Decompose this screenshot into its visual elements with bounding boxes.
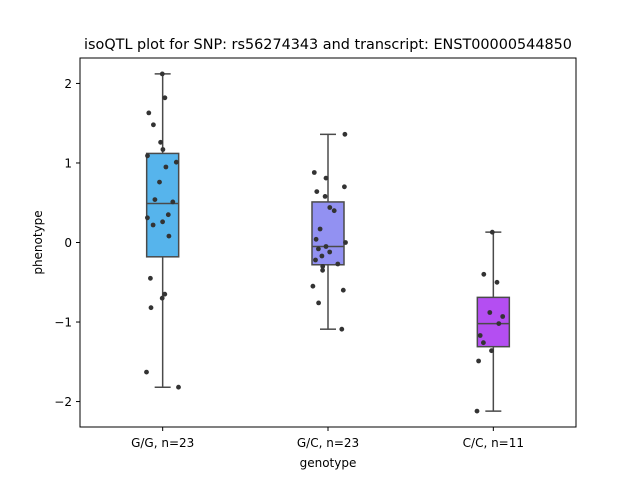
data-point (477, 333, 483, 338)
data-point (323, 244, 329, 249)
data-point (494, 279, 500, 285)
data-point (476, 358, 481, 364)
x-tick-label: C/C, n=11 (463, 436, 524, 450)
y-tick-label: 0 (64, 236, 72, 250)
data-point (339, 326, 345, 332)
data-point (319, 253, 325, 259)
data-point (323, 175, 329, 181)
data-point (320, 267, 325, 273)
box-iqr (311, 201, 345, 266)
data-point (166, 233, 172, 239)
data-point (310, 283, 316, 289)
data-point (496, 321, 502, 326)
data-point (481, 340, 486, 346)
data-point (148, 305, 154, 311)
data-point (316, 246, 321, 252)
data-point (313, 236, 319, 242)
data-point (335, 261, 341, 267)
data-point (162, 291, 168, 297)
data-point (327, 249, 333, 255)
data-point (173, 159, 179, 165)
data-point (331, 208, 337, 214)
y-tick-label: −2 (54, 395, 72, 409)
x-axis: G/G, n=23 G/C, n=23 C/C, n=11 (131, 427, 524, 450)
data-point (489, 229, 495, 235)
data-point (316, 300, 321, 306)
box-iqr (145, 152, 180, 258)
data-point (342, 131, 348, 137)
data-point (145, 153, 150, 159)
data-point (159, 71, 165, 77)
y-tick-label: −1 (54, 316, 72, 330)
y-axis-label: phenotype (31, 210, 45, 274)
data-point (151, 122, 156, 128)
data-point (474, 408, 480, 414)
plot-area (144, 71, 511, 414)
data-point (148, 275, 153, 281)
data-point (314, 189, 320, 195)
y-axis: −2 −1 0 1 2 (54, 77, 80, 409)
data-point (160, 147, 166, 152)
data-point (311, 170, 317, 175)
box-group (474, 229, 511, 414)
data-point (327, 205, 333, 210)
data-point (170, 199, 176, 205)
box-group (310, 131, 348, 332)
data-point (146, 110, 152, 116)
data-point (176, 384, 181, 390)
data-point (322, 194, 328, 199)
x-tick-label: G/G, n=23 (131, 436, 194, 450)
data-point (160, 219, 166, 225)
box-iqr (476, 296, 511, 348)
data-point (342, 184, 347, 190)
data-point (163, 164, 169, 170)
data-point (159, 295, 165, 301)
x-axis-label: genotype (300, 456, 357, 470)
data-point (481, 271, 487, 277)
data-point (500, 314, 506, 319)
x-tick-label: G/C, n=23 (297, 436, 359, 450)
data-point (157, 179, 162, 185)
y-tick-label: 1 (64, 156, 72, 170)
data-point (489, 348, 494, 354)
data-point (313, 257, 318, 263)
data-point (340, 287, 346, 293)
data-point (152, 197, 158, 203)
data-point (487, 310, 493, 315)
data-point (317, 226, 323, 232)
box-group (144, 71, 181, 390)
data-point (320, 264, 326, 269)
data-point (343, 240, 348, 245)
data-point (165, 212, 171, 218)
data-point (158, 139, 164, 145)
data-point (144, 369, 149, 375)
chart-title: isoQTL plot for SNP: rs56274343 and tran… (84, 37, 572, 53)
data-point (162, 95, 168, 101)
y-tick-label: 2 (64, 77, 72, 91)
data-point (145, 215, 150, 221)
data-point (150, 222, 156, 228)
